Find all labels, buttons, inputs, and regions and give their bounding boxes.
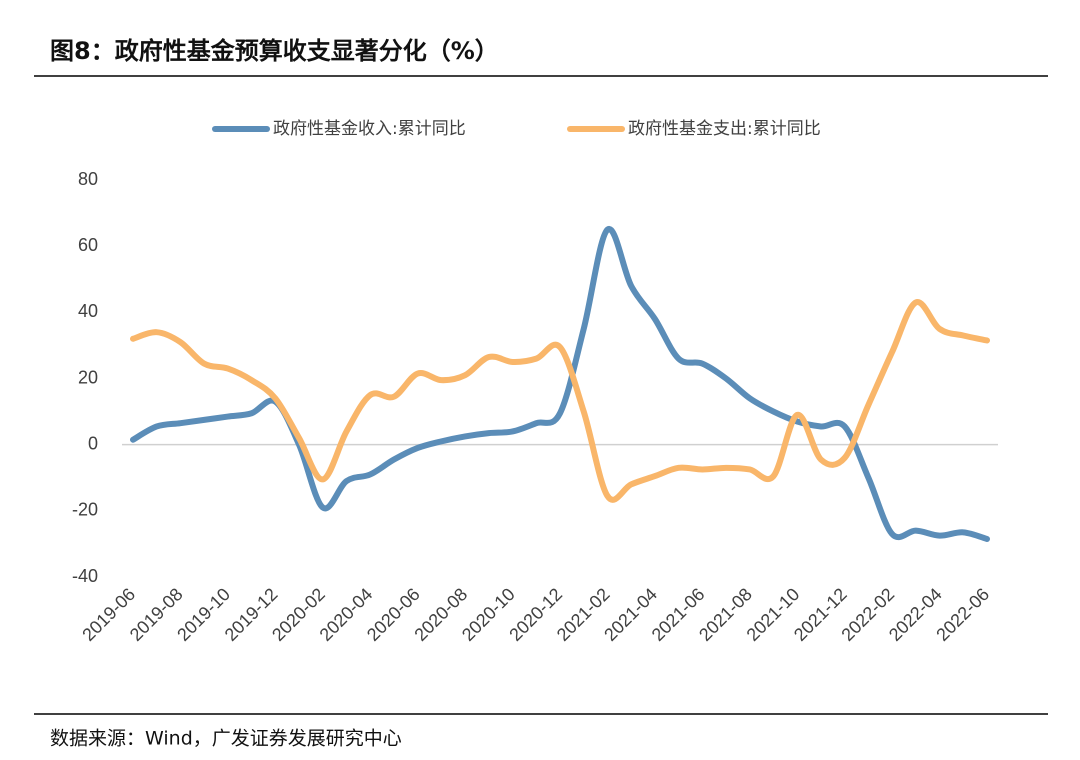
y-tick-label: 60 <box>78 235 98 255</box>
legend-label: 政府性基金收入:累计同比 <box>273 119 466 139</box>
y-tick-label: 20 <box>78 367 98 387</box>
y-tick-label: 40 <box>78 301 98 321</box>
x-tick-label: 2022-06 <box>932 584 993 645</box>
chart-title: 图8：政府性基金预算收支显著分化（%） <box>50 37 499 65</box>
series-line <box>130 299 990 503</box>
legend-label: 政府性基金支出:累计同比 <box>628 119 821 139</box>
y-tick-label: 0 <box>88 433 98 453</box>
y-tick-label: 80 <box>78 169 98 189</box>
y-tick-label: -20 <box>72 500 98 520</box>
source-note: 数据来源：Wind，广发证券发展研究中心 <box>50 728 402 750</box>
y-tick-label: -40 <box>72 566 98 586</box>
